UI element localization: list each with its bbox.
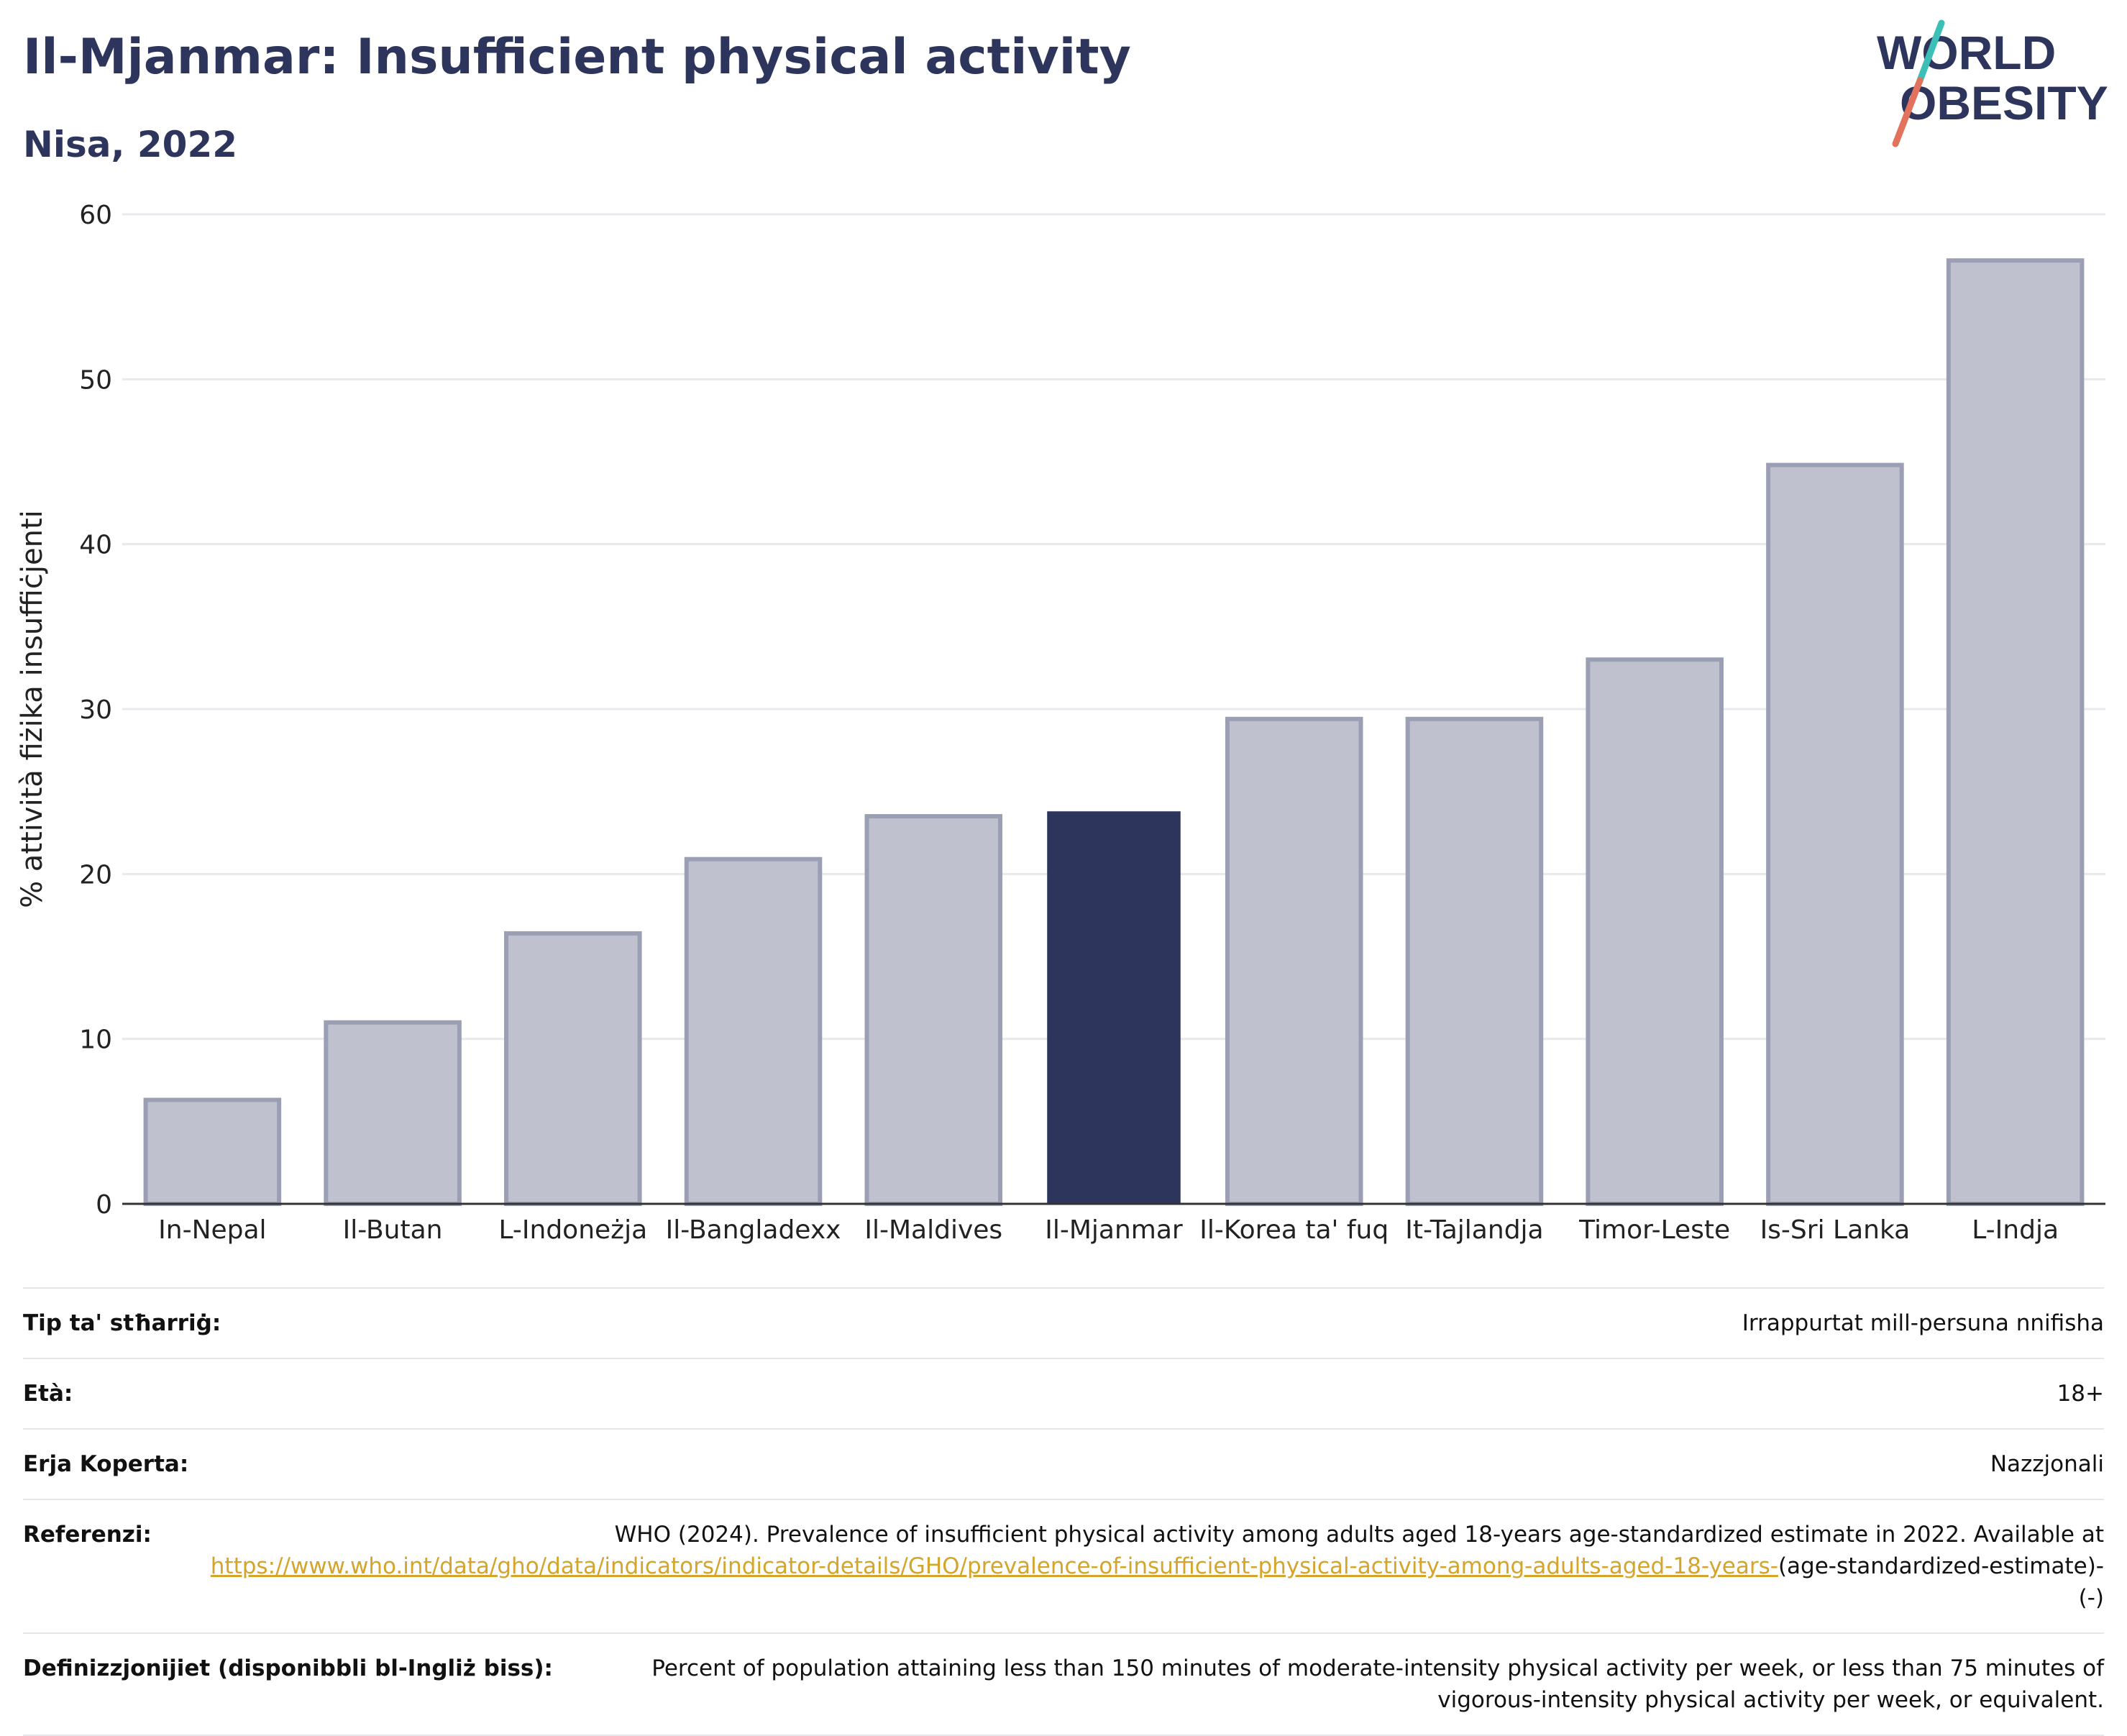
bar-1 xyxy=(324,1020,462,1206)
logo-teal-slash xyxy=(1916,19,1945,84)
x-tick-label: Il-Maldives xyxy=(864,1215,1002,1245)
bar-2 xyxy=(504,931,642,1206)
y-axis-label: % attività fiżika insuffiċjenti xyxy=(16,510,49,908)
x-axis-labels: In-Nepal Il-Butan L-Indoneżja Il-Bangladexx… xyxy=(158,1215,2059,1245)
bar-7 xyxy=(1405,716,1544,1206)
info-label: Definizzjonijiet (disponibbli bl-Ingliż … xyxy=(23,1655,553,1681)
info-table: Tip ta' stħarriġ: Irrappurtat mill-persu… xyxy=(23,1287,2104,1736)
y-tick-label: 50 xyxy=(79,365,112,395)
info-label: Tip ta' stħarriġ: xyxy=(23,1310,221,1336)
bar-3 xyxy=(684,856,823,1207)
x-tick-label: Il-Mjanmar xyxy=(1045,1215,1183,1245)
bars xyxy=(143,258,2085,1207)
reference-value: WHO (2024). Prevalence of insufficient p… xyxy=(195,1519,2104,1614)
logo-line1: WORLD xyxy=(1877,26,2056,79)
reference-link[interactable]: https://www.who.int/data/gho/data/indica… xyxy=(210,1553,1778,1579)
info-row-area: Erja Koperta: Nazzjonali xyxy=(23,1428,2104,1499)
x-tick-label: Il-Bangladexx xyxy=(666,1215,841,1245)
definition-value: Percent of population attaining less tha… xyxy=(651,1655,2104,1713)
x-tick-label: Il-Butan xyxy=(343,1215,443,1245)
y-tick-label: 0 xyxy=(96,1190,112,1220)
bar-9 xyxy=(1766,462,1904,1206)
info-value: Nazzjonali xyxy=(1990,1451,2104,1477)
info-row-survey-type: Tip ta' stħarriġ: Irrappurtat mill-persu… xyxy=(23,1287,2104,1358)
y-tick-label: 20 xyxy=(79,860,112,890)
bar-5 xyxy=(1047,811,1181,1204)
x-tick-label: Il-Korea ta' fuq xyxy=(1199,1215,1389,1245)
logo-coral-slash xyxy=(1892,77,1924,147)
info-value: 18+ xyxy=(2057,1381,2104,1407)
world-obesity-logo: WORLD OBESITY xyxy=(1877,19,2108,147)
chart-subtitle: Nisa, 2022 xyxy=(23,124,238,165)
reference-text: WHO (2024). Prevalence of insufficient p… xyxy=(614,1522,2104,1548)
reference-suffix: (age-standardized-estimate)-(-) xyxy=(1778,1553,2104,1611)
info-label: Referenzi: xyxy=(23,1522,152,1548)
bar-10 xyxy=(1946,258,2085,1206)
x-tick-label: L-Indja xyxy=(1972,1215,2059,1245)
y-tick-label: 60 xyxy=(79,201,112,230)
info-row-age: Età: 18+ xyxy=(23,1358,2104,1428)
y-axis-ticks: 0 10 20 30 40 50 60 xyxy=(79,201,112,1220)
info-row-definition: Definizzjonijiet (disponibbli bl-Ingliż … xyxy=(23,1632,2104,1736)
bar-chart: 0 10 20 30 40 50 60 In-Nepal Il-Butan L-Indoneżj… xyxy=(16,201,2105,1245)
bar-4 xyxy=(864,814,1003,1206)
x-tick-label: In-Nepal xyxy=(158,1215,266,1245)
chart-title: Il-Mjanmar: Insufficient physical activi… xyxy=(23,29,1131,86)
x-tick-label: Timor-Leste xyxy=(1578,1215,1730,1245)
info-row-reference: Referenzi: WHO (2024). Prevalence of ins… xyxy=(23,1499,2104,1632)
x-tick-label: Is-Sri Lanka xyxy=(1760,1215,1911,1245)
x-tick-label: L-Indoneżja xyxy=(498,1215,647,1245)
info-label: Età: xyxy=(23,1381,73,1407)
info-label: Erja Koperta: xyxy=(23,1451,189,1477)
x-tick-label: It-Tajlandja xyxy=(1405,1215,1543,1245)
y-tick-label: 10 xyxy=(79,1025,112,1055)
bar-8 xyxy=(1586,657,1724,1206)
info-value: Irrappurtat mill-persuna nnifisha xyxy=(1742,1310,2104,1336)
bar-0 xyxy=(143,1097,282,1207)
bar-6 xyxy=(1225,716,1363,1206)
y-tick-label: 30 xyxy=(79,695,112,725)
y-tick-label: 40 xyxy=(79,531,112,560)
logo-line2: OBESITY xyxy=(1900,76,2108,129)
